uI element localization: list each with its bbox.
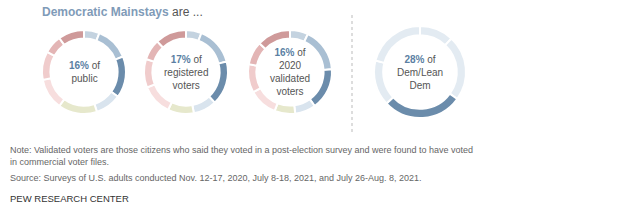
svg-text:Source: Surveys of U.S. adults: Source: Surveys of U.S. adults conducted… (10, 173, 422, 183)
svg-text:Note: Validated voters are tho: Note: Validated voters are those citizen… (10, 145, 473, 167)
svg-text:PEW RESEARCH CENTER: PEW RESEARCH CENTER (10, 193, 129, 204)
svg-text:28% ofDem/LeanDem: 28% ofDem/LeanDem (397, 54, 443, 91)
svg-text:16% ofpublic: 16% ofpublic (69, 60, 100, 84)
svg-text:17% ofregisteredvoters: 17% ofregisteredvoters (164, 54, 208, 91)
svg-text:16% of2020validatedvoters: 16% of2020validatedvoters (270, 47, 310, 97)
svg-text:Democratic Mainstays are ...: Democratic Mainstays are ... (42, 5, 203, 19)
